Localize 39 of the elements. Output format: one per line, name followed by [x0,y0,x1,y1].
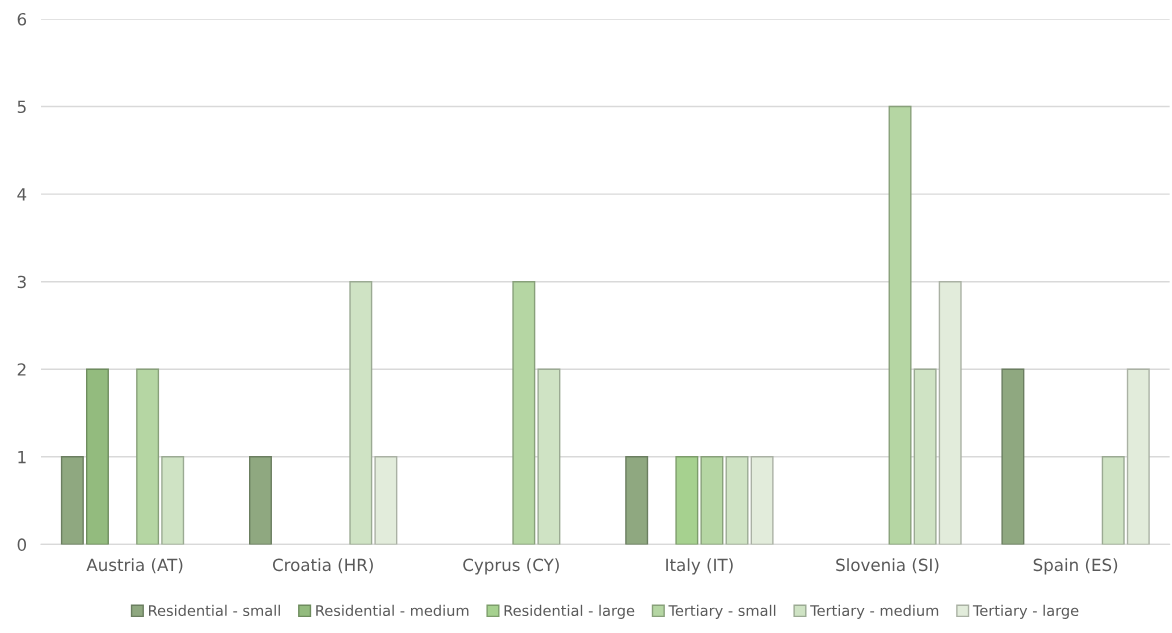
y-tick-label: 0 [17,538,27,551]
bar [888,105,912,545]
bar [913,368,937,545]
y-tick-label: 1 [18,451,26,464]
bar [1001,368,1025,545]
bar [374,456,398,545]
bar [750,456,774,545]
bar [161,456,185,545]
bar [675,456,699,545]
bar [85,368,109,545]
legend-label: Residential - small [149,604,280,617]
bar [700,456,724,545]
x-tick-label: Slovenia (SI) [836,558,939,574]
bar [136,368,160,545]
bar [248,456,272,545]
bar [1126,368,1150,545]
legend-label: Tertiary - small [668,604,776,619]
y-tick-label: 3 [17,275,26,289]
bar [537,368,561,545]
x-tick-label: Cyprus (CY) [463,558,559,575]
legend-label: Residential - medium [316,604,469,617]
y-tick-label: 4 [17,188,27,201]
legend-label: Tertiary - large [972,604,1079,619]
x-tick-label: Austria (AT) [86,558,183,574]
bar [512,280,536,545]
y-tick-label: 5 [17,100,26,114]
bar [60,456,84,545]
bar [725,456,749,545]
bar [938,280,962,545]
x-tick-label: Italy (IT) [666,558,733,575]
bar [349,280,373,545]
y-tick-label: 6 [17,12,27,26]
x-tick-label: Croatia (HR) [272,558,373,574]
bar [625,456,649,545]
legend-label: Tertiary - medium [810,604,939,619]
y-tick-label: 2 [17,363,26,376]
x-tick-label: Spain (ES) [1033,558,1118,575]
legend-label: Residential - large [504,604,635,619]
bar [1101,456,1125,545]
